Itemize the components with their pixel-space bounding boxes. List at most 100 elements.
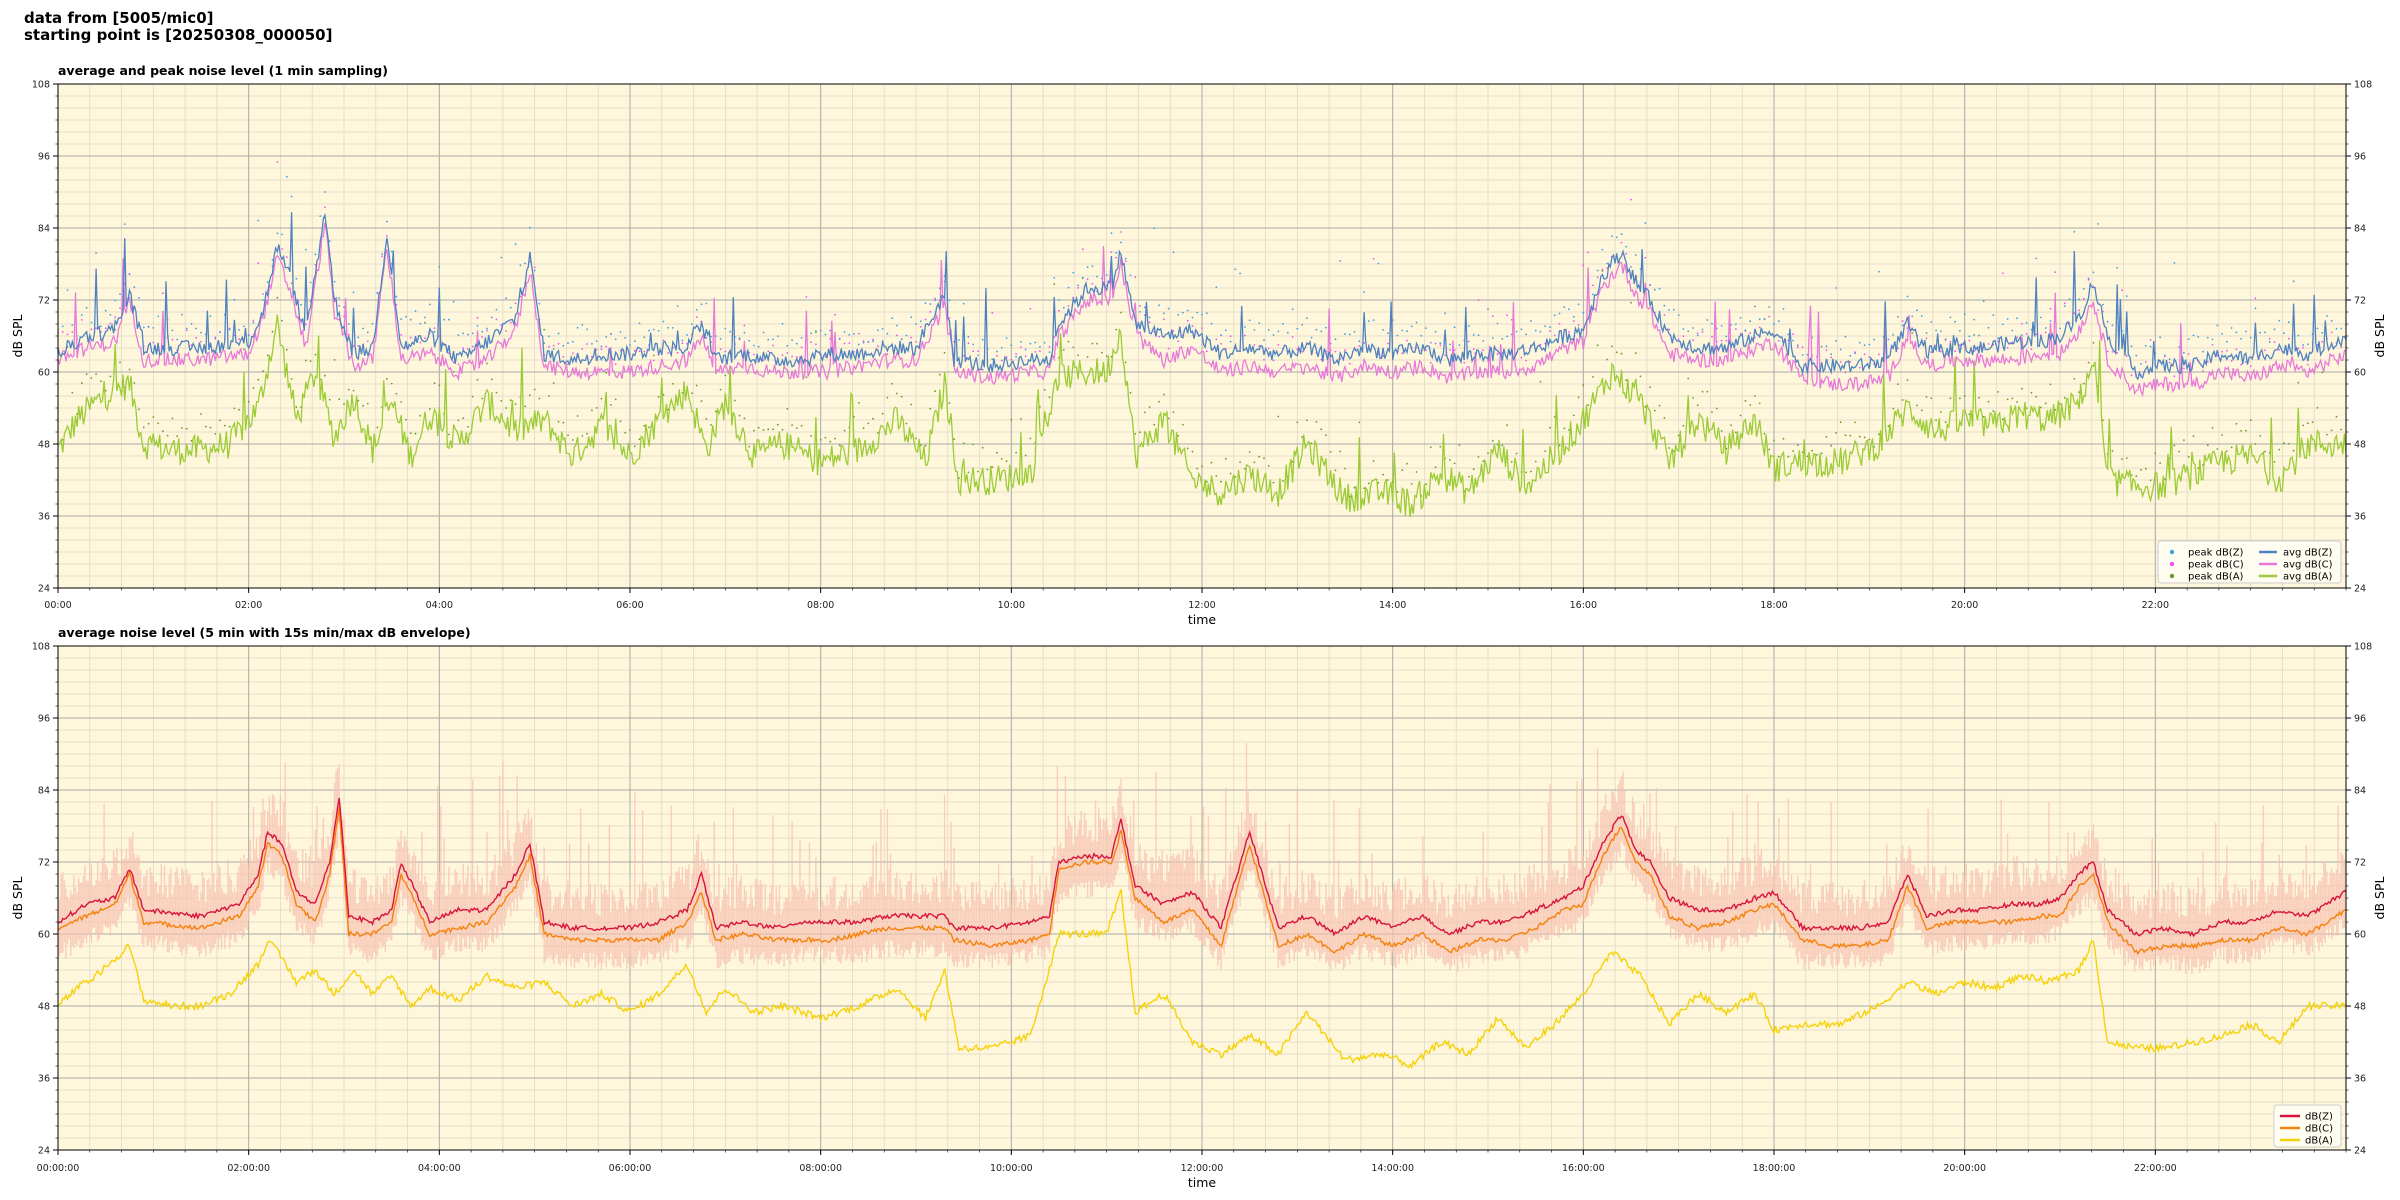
peak-point [1434, 330, 1437, 333]
peak-point [1649, 284, 1651, 287]
legend-marker [2169, 573, 2175, 579]
peak-point [1868, 356, 1871, 358]
peak-point [1401, 469, 1404, 471]
peak-point [2087, 278, 2090, 281]
peak-point [1491, 337, 1494, 339]
peak-point [872, 340, 874, 343]
peak-point [1129, 274, 1132, 277]
peak-point [819, 329, 822, 332]
peak-point [476, 378, 479, 381]
peak-point [958, 339, 960, 341]
peak-point [171, 417, 174, 420]
peak-point [2235, 331, 2238, 334]
peak-point [791, 339, 793, 342]
plot-area [58, 161, 2346, 518]
peak-point [1334, 350, 1337, 353]
peak-point [1382, 473, 1384, 476]
peak-point [1920, 315, 1923, 317]
peak-point [1058, 309, 1060, 312]
peak-point [934, 390, 936, 393]
peak-point [1201, 313, 1203, 316]
peak-point [71, 391, 74, 394]
peak-point [1949, 397, 1952, 400]
peak-point [1901, 324, 1904, 327]
peak-point [605, 336, 608, 338]
peak-point [1701, 328, 1704, 331]
peak-point [2249, 336, 2252, 339]
peak-point [1568, 308, 1570, 311]
peak-point [490, 316, 493, 319]
peak-point [419, 341, 422, 344]
peak-point [2307, 422, 2309, 425]
peak-point [1939, 411, 1942, 413]
peak-point [1677, 314, 1680, 316]
peak-point [428, 303, 431, 306]
peak-point [991, 358, 994, 361]
peak-point [1296, 421, 1299, 424]
peak-point [948, 299, 951, 302]
peak-point [2230, 446, 2233, 449]
peak-point [2268, 340, 2271, 343]
peak-point [843, 342, 846, 345]
peak-point [1115, 328, 1118, 331]
series-db-a- [58, 889, 2346, 1070]
peak-point [1863, 353, 1866, 356]
peak-point [152, 341, 155, 344]
peak-point [1839, 421, 1842, 424]
peak-point [109, 375, 112, 378]
peak-point [1811, 449, 1813, 452]
peak-point [2221, 350, 2224, 353]
peak-point [1239, 461, 1241, 463]
peak-point [1796, 344, 1799, 347]
peak-point [1572, 315, 1575, 318]
peak-point [1506, 314, 1508, 317]
peak-point [1592, 284, 1594, 287]
peak-point [1701, 390, 1704, 393]
peak-point [1372, 460, 1375, 462]
peak-point [2149, 339, 2152, 341]
peak-point [1987, 400, 1990, 403]
peak-point [1053, 336, 1056, 339]
peak-point [767, 350, 770, 353]
peak-point [1253, 344, 1256, 346]
peak-point [1282, 480, 1284, 482]
peak-point [233, 407, 236, 410]
peak-point [1272, 359, 1275, 362]
peak-point [1739, 332, 1742, 335]
peak-point [1668, 447, 1670, 449]
peak-point [1816, 454, 1818, 456]
peak-point [1248, 319, 1251, 322]
peak-point [738, 414, 741, 417]
peak-point [753, 353, 755, 356]
peak-point [2116, 351, 2119, 354]
peak-point [119, 361, 121, 364]
x-tick-label: 00:00 [44, 600, 71, 611]
peak-point [977, 470, 979, 473]
peak-point [1158, 304, 1160, 307]
peak-point [1949, 316, 1952, 319]
peak-point [633, 445, 636, 448]
peak-point [2121, 289, 2123, 292]
peak-point [1692, 327, 1694, 329]
peak-point [152, 416, 155, 418]
peak-point [1377, 262, 1380, 265]
peak-point [2030, 348, 2033, 351]
peak-point [1449, 349, 1451, 351]
peak-point [2044, 327, 2047, 329]
peak-point [991, 311, 994, 314]
peak-point [996, 451, 998, 454]
peak-point [1306, 419, 1308, 422]
peak-point [552, 344, 555, 347]
peak-point [524, 262, 526, 265]
peak-point [1801, 346, 1804, 349]
peak-point [243, 325, 245, 328]
peak-point [357, 399, 360, 402]
peak-point [1596, 276, 1599, 279]
peak-point [1348, 333, 1351, 336]
peak-point [1363, 487, 1365, 490]
peak-point [571, 340, 574, 343]
peak-point [424, 337, 426, 340]
peak-point [886, 353, 889, 356]
peak-point [1158, 400, 1160, 403]
peak-point [476, 325, 479, 327]
